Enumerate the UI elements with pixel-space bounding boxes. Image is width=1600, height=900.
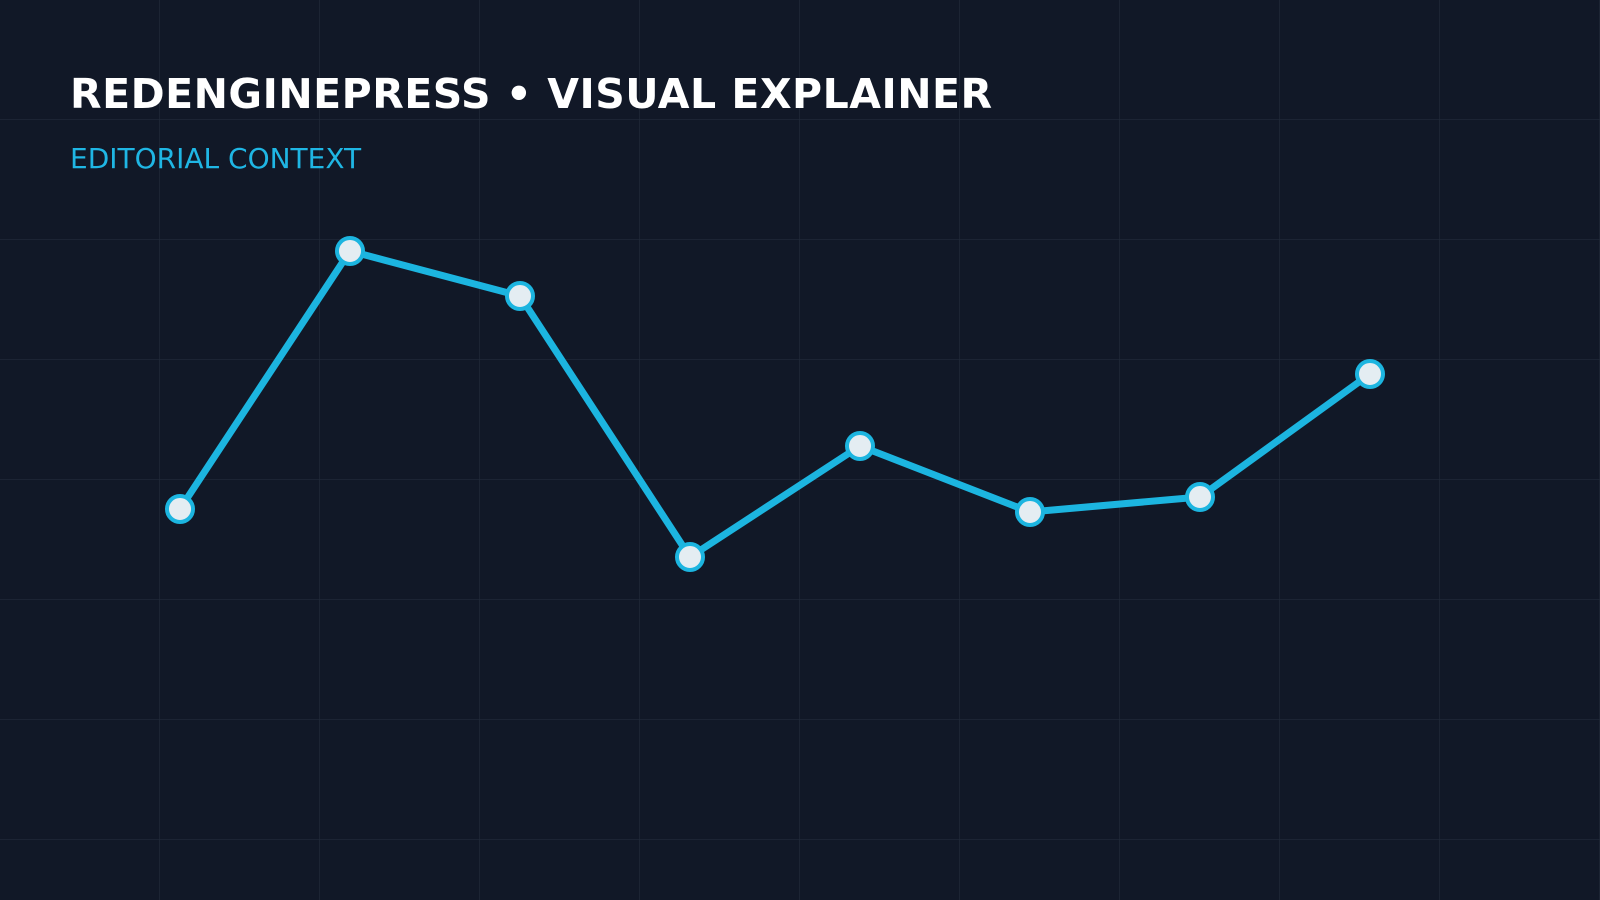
data-point [675,542,705,572]
chart-title: REDENGINEPRESS • VISUAL EXPLAINER [70,70,993,118]
data-point [1185,482,1215,512]
data-point [335,236,365,266]
data-point [1355,359,1385,389]
data-point [505,281,535,311]
line [176,247,1374,561]
data-point [1015,497,1045,527]
data-point [845,431,875,461]
chart-subtitle: EDITORIAL CONTEXT [70,142,362,175]
data-point [165,494,195,524]
